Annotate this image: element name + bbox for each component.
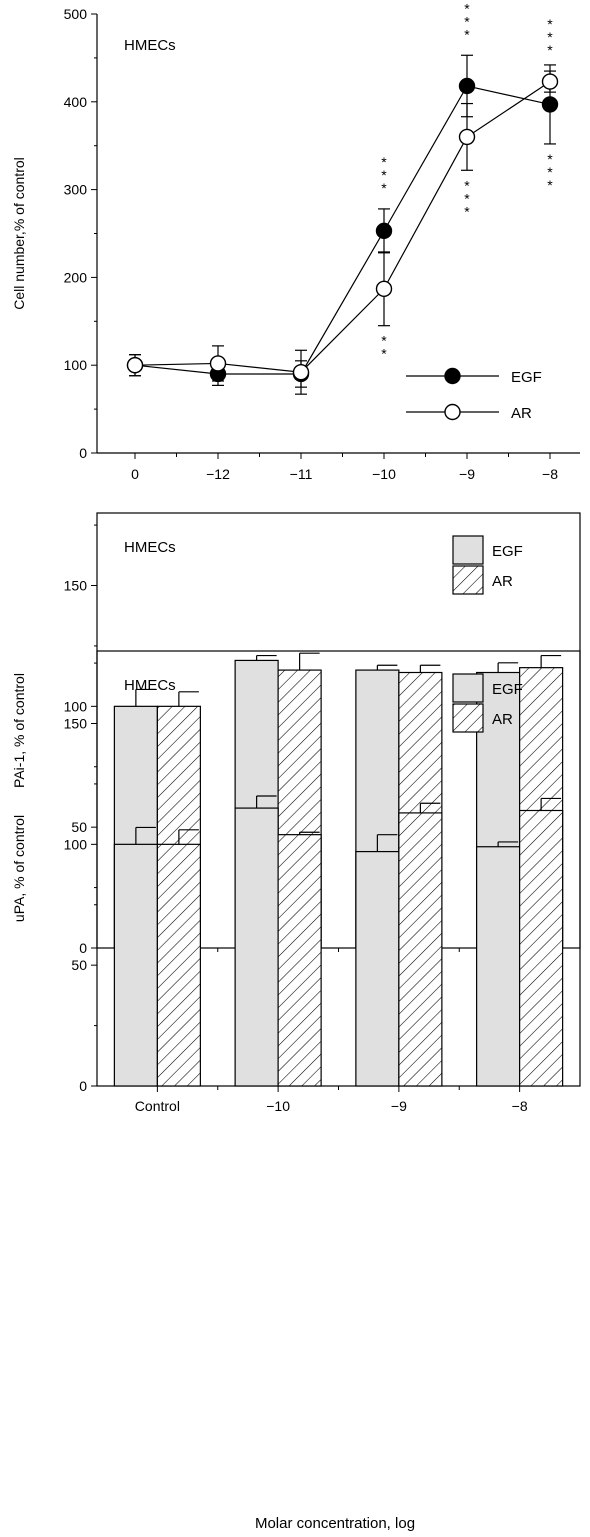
legend-swatch-egf [452, 535, 484, 565]
bar-egf [476, 846, 521, 1087]
legend-marker-ar [444, 403, 461, 421]
y-tick-label: 0 [79, 940, 87, 956]
y-tick-label: 100 [64, 357, 88, 373]
x-tick-label-minus9: −9 [459, 466, 475, 482]
bar-ar [277, 834, 322, 1087]
legend-swatch-egf [452, 673, 484, 703]
y-tick-label: 0 [79, 1078, 87, 1094]
x-tick-label-0: 0 [131, 466, 139, 482]
x-tick-label-minus10: −10 [266, 1098, 290, 1114]
y-tick-label: 200 [64, 269, 88, 285]
y-tick-label: 300 [64, 182, 88, 198]
data-point-ar [209, 355, 227, 372]
x-tick-label-minus8: −8 [512, 1098, 528, 1114]
data-point-egf [458, 77, 476, 95]
chart-title: HMECs [124, 37, 176, 54]
legend-marker-egf [444, 367, 461, 385]
data-point-ar [375, 280, 393, 298]
significance-asterisk: * [381, 167, 387, 183]
y-axis-label: uPA, % of control [11, 815, 27, 922]
data-point-ar [292, 364, 310, 381]
y-tick-label: 0 [79, 445, 87, 461]
legend-swatch-ar [452, 703, 484, 733]
significance-asterisk: * [547, 42, 553, 58]
significance-asterisk: * [381, 346, 387, 362]
significance-asterisk: * [381, 333, 387, 349]
bar-egf [355, 850, 400, 1087]
bar-egf [234, 807, 279, 1087]
chart-title: HMECs [124, 539, 176, 556]
significance-asterisk: * [547, 16, 553, 32]
significance-asterisk: * [464, 26, 470, 42]
x-tick-label-minus9: −9 [391, 1098, 407, 1114]
y-tick-label: 50 [71, 957, 87, 973]
significance-marker: * * * [381, 154, 387, 196]
data-point-ar [541, 73, 559, 90]
bar-egf [113, 843, 158, 1087]
y-tick-label: 150 [64, 716, 88, 732]
y-tick-label: 500 [64, 6, 88, 22]
data-point-ar [458, 128, 476, 146]
legend-label-egf: EGF [492, 681, 523, 698]
y-axis-label: Cell number,% of control [11, 157, 27, 310]
significance-asterisk: * [464, 203, 470, 219]
significance-asterisk: * [547, 177, 553, 193]
bar-ar [398, 812, 443, 1087]
x-tick-label-minus10: −10 [372, 466, 396, 482]
y-axis-label: PAi-1, % of control [11, 673, 27, 788]
significance-asterisk: * [547, 164, 553, 180]
significance-marker: * * * [464, 0, 470, 42]
y-tick-label: 400 [64, 94, 88, 110]
significance-asterisk: * [381, 154, 387, 170]
data-point-ar [126, 357, 144, 374]
bar-ar [519, 809, 564, 1087]
significance-asterisk: * [547, 151, 553, 167]
y-tick-label: 50 [71, 819, 87, 835]
significance-asterisk: * [381, 180, 387, 196]
legend-label-egf: EGF [492, 543, 523, 560]
chart-panel-cell-number: 0 100 200 300 400 500 0 −12 −11 −10 −9 −8 HMECs Cell … [11, 0, 580, 482]
legend-label-egf: EGF [511, 369, 542, 386]
legend-label-ar: AR [492, 573, 513, 590]
significance-asterisk: * [464, 190, 470, 206]
x-tick-label-minus8: −8 [542, 466, 558, 482]
legend-swatch-ar [452, 565, 484, 595]
significance-marker: * * * [547, 16, 553, 58]
significance-asterisk: * [547, 29, 553, 45]
y-tick-label: 100 [64, 836, 88, 852]
x-tick-label-control: Control [135, 1098, 180, 1114]
x-tick-label-minus12: −12 [206, 466, 230, 482]
chart-title: HMECs [124, 677, 176, 694]
y-tick-label: 150 [64, 578, 88, 594]
data-point-egf [541, 96, 559, 113]
significance-asterisk: * [464, 13, 470, 29]
significance-asterisk: * [464, 177, 470, 193]
shared-x-axis-label: Molar concentration, log [255, 1515, 415, 1532]
legend-label-ar: AR [511, 405, 532, 422]
significance-asterisk: * [464, 0, 470, 16]
significance-marker: * * * [547, 151, 553, 193]
data-point-egf [375, 222, 393, 240]
series-line-ar [134, 81, 551, 373]
series-line-egf [134, 85, 551, 375]
x-tick-label-minus11: −11 [290, 466, 313, 482]
legend-label-ar: AR [492, 711, 513, 728]
significance-marker: * * * [464, 177, 470, 219]
bar-ar [156, 843, 201, 1087]
y-tick-label: 100 [64, 698, 88, 714]
significance-marker: * * [381, 333, 387, 362]
